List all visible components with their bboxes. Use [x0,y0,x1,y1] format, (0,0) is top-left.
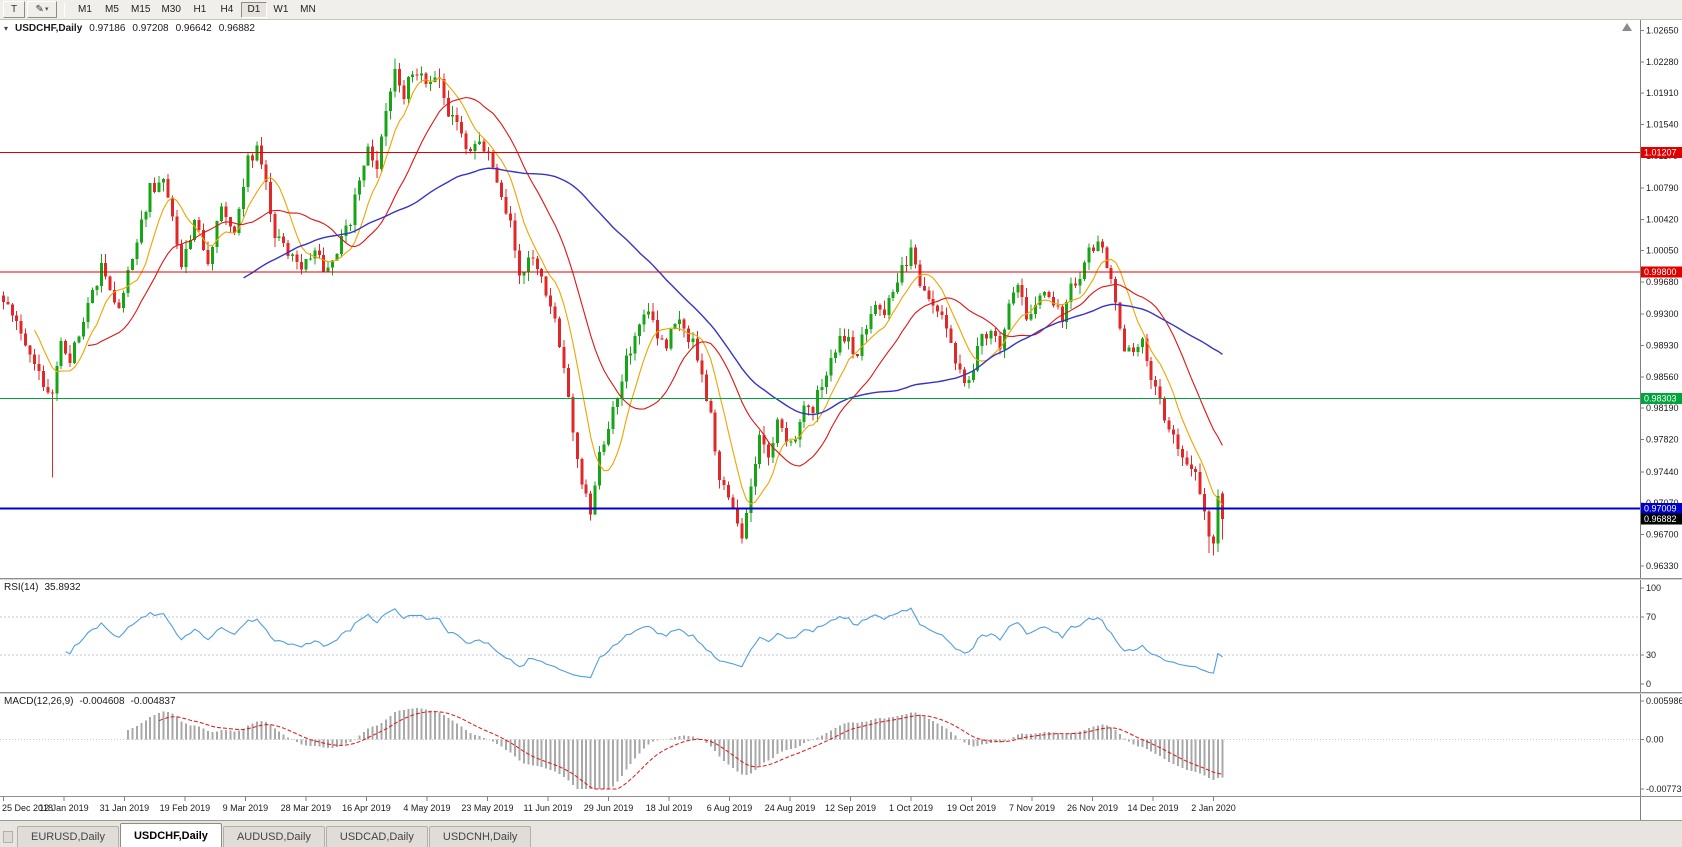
svg-text:0.96330: 0.96330 [1646,561,1679,571]
drawing-tool-button[interactable]: ✎ ▾ [27,1,57,18]
toolbar-separator [64,2,65,17]
svg-text:0.005986: 0.005986 [1646,696,1682,706]
text-tool-button[interactable]: T [3,1,25,18]
svg-text:0.98930: 0.98930 [1646,341,1679,351]
svg-text:0.98560: 0.98560 [1646,372,1679,382]
tab-usdcnh-daily[interactable]: USDCNH,Daily [428,826,532,847]
svg-text:16 Apr 2019: 16 Apr 2019 [342,803,391,813]
svg-text:12 Sep 2019: 12 Sep 2019 [825,803,876,813]
macd-chart-canvas[interactable]: 0.005986 0.00 -0.007731 [0,694,1682,796]
macd-signal-line [158,711,1223,790]
svg-text:0.99300: 0.99300 [1646,309,1679,319]
svg-text:1.01910: 1.01910 [1646,88,1679,98]
macd-histogram [126,708,1224,789]
svg-text:6 Aug 2019: 6 Aug 2019 [707,803,753,813]
svg-text:29 Jun 2019: 29 Jun 2019 [584,803,634,813]
svg-text:23 May 2019: 23 May 2019 [461,803,513,813]
tab-usdcad-daily[interactable]: USDCAD,Daily [325,826,428,847]
svg-text:30: 30 [1646,650,1656,660]
chart-shift-marker[interactable] [1622,23,1632,31]
timeframe-m1[interactable]: M1 [72,2,98,18]
axis-price-label [1641,393,1682,405]
panel-splitter[interactable] [0,692,1682,694]
axis-price-label [1641,147,1682,159]
timeframe-d1[interactable]: D1 [240,1,267,18]
svg-text:26 Nov 2019: 26 Nov 2019 [1067,803,1118,813]
svg-text:0.96700: 0.96700 [1646,529,1679,539]
tab-usdchf-daily[interactable]: USDCHF,Daily [119,823,222,847]
svg-text:1.01207: 1.01207 [1644,148,1677,158]
chart-toolbar: T ✎ ▾ M1 M5 M15 M30 H1 H4 D1 W1 MN [0,0,1682,20]
svg-text:70: 70 [1646,612,1656,622]
axis-price-label [1641,502,1682,514]
svg-text:1.00790: 1.00790 [1646,183,1679,193]
svg-text:0.97009: 0.97009 [1644,503,1677,513]
svg-text:14 Dec 2019: 14 Dec 2019 [1127,803,1178,813]
date-axis[interactable]: 25 Dec 2018 12 Jan 2019 31 Jan 2019 19 Feb … [0,796,1682,820]
svg-text:31 Jan 2019: 31 Jan 2019 [100,803,150,813]
svg-text:0.96882: 0.96882 [1644,514,1677,524]
svg-text:0.99680: 0.99680 [1646,277,1679,287]
rsi-panel: 100 70 30 0 RSI(14) 35.8932 [0,580,1682,692]
svg-text:25 Dec 2018: 25 Dec 2018 [2,803,53,813]
svg-text:1.02650: 1.02650 [1646,26,1679,36]
svg-text:19 Oct 2019: 19 Oct 2019 [947,803,996,813]
timeframe-mn[interactable]: MN [295,2,321,18]
timeframe-m15[interactable]: M15 [126,2,155,18]
timeframe-m5[interactable]: M5 [99,2,125,18]
axis-price-label [1641,513,1682,525]
svg-text:0.98190: 0.98190 [1646,403,1679,413]
svg-text:7 Nov 2019: 7 Nov 2019 [1009,803,1055,813]
timeframe-h1[interactable]: H1 [187,2,213,18]
ma-55-line [243,167,1223,416]
chevron-down-icon: ▾ [44,6,49,13]
svg-text:0.97820: 0.97820 [1646,435,1679,445]
price-chart-canvas[interactable]: 1.026501.022801.019101.015401.011701.007… [0,20,1682,578]
svg-text:19 Feb 2019: 19 Feb 2019 [160,803,211,813]
svg-text:100: 100 [1646,583,1661,593]
svg-text:11 Jun 2019: 11 Jun 2019 [524,803,573,813]
pencil-icon: ✎ [35,3,44,15]
svg-text:0.99800: 0.99800 [1644,267,1677,277]
panel-splitter[interactable] [0,578,1682,580]
svg-text:1.02280: 1.02280 [1646,57,1679,67]
rsi-chart-canvas[interactable]: 100 70 30 0 [0,580,1682,692]
svg-text:1.00050: 1.00050 [1646,246,1679,256]
ma-8-line [34,77,1223,506]
tabbar-grip[interactable] [3,831,13,843]
chart-tabbar: EURUSD,Daily USDCHF,Daily AUDUSD,Daily USDC… [0,820,1682,847]
main-chart-panel: 1.026501.022801.019101.015401.011701.007… [0,20,1682,578]
timeframe-h4[interactable]: H4 [214,2,240,18]
svg-text:2 Jan 2020: 2 Jan 2020 [1191,803,1236,813]
svg-text:9 Mar 2019: 9 Mar 2019 [223,803,269,813]
svg-text:4 May 2019: 4 May 2019 [403,803,450,813]
svg-text:0.98303: 0.98303 [1644,394,1677,404]
svg-text:24 Aug 2019: 24 Aug 2019 [765,803,816,813]
timeframe-w1[interactable]: W1 [268,2,294,18]
timeframe-m30[interactable]: M30 [156,2,185,18]
tab-eurusd-daily[interactable]: EURUSD,Daily [17,826,119,847]
svg-text:12 Jan 2019: 12 Jan 2019 [39,803,89,813]
svg-text:1.01540: 1.01540 [1646,120,1679,130]
rsi-line [65,607,1223,679]
svg-text:18 Jul 2019: 18 Jul 2019 [646,803,693,813]
svg-text:1.00420: 1.00420 [1646,214,1679,224]
chart-tabs: EURUSD,Daily USDCHF,Daily AUDUSD,Daily USDC… [17,823,532,847]
timeframe-group: M1 M5 M15 M30 H1 H4 D1 W1 MN [72,1,321,18]
tab-audusd-daily[interactable]: AUDUSD,Daily [222,826,325,847]
svg-text:-0.007731: -0.007731 [1646,784,1682,794]
svg-text:0: 0 [1646,679,1651,689]
candles-layer [1,58,1224,556]
svg-text:0.97440: 0.97440 [1646,467,1679,477]
svg-text:28 Mar 2019: 28 Mar 2019 [281,803,332,813]
svg-text:1 Oct 2019: 1 Oct 2019 [889,803,933,813]
axis-price-label [1641,266,1682,278]
svg-text:0.00: 0.00 [1646,734,1664,744]
